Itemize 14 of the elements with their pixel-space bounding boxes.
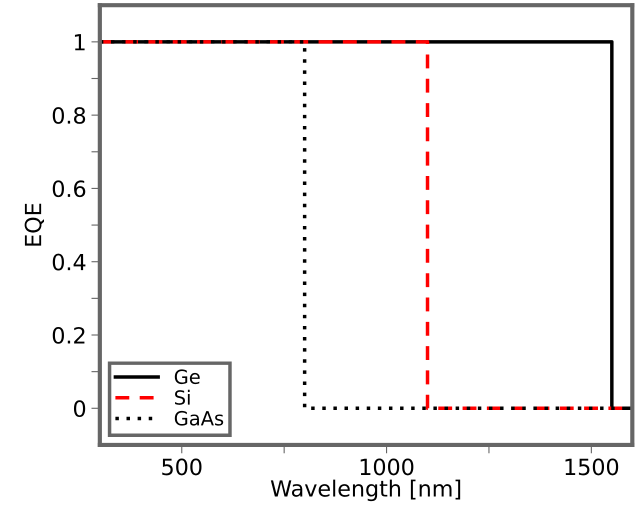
y-tick-label: 0.8 xyxy=(52,107,86,124)
legend-label: Si xyxy=(175,390,190,405)
legend-label: GaAs xyxy=(174,410,224,426)
x-tick-label: 1500 xyxy=(566,458,618,476)
y-tick-label: 1 xyxy=(74,34,85,50)
x-tick-label: 500 xyxy=(162,458,202,476)
y-tick-label: 0.2 xyxy=(52,326,84,344)
y-tick-label: 0.4 xyxy=(52,254,86,270)
x-tick-label: 1000 xyxy=(360,458,414,476)
y-tick-label: 0.6 xyxy=(52,180,86,198)
x-axis-title: Wavelength [nm] xyxy=(270,480,460,502)
y-tick-label: 0 xyxy=(74,400,86,418)
y-axis-title: EQE xyxy=(24,204,44,246)
legend-label: Ge xyxy=(174,369,200,384)
